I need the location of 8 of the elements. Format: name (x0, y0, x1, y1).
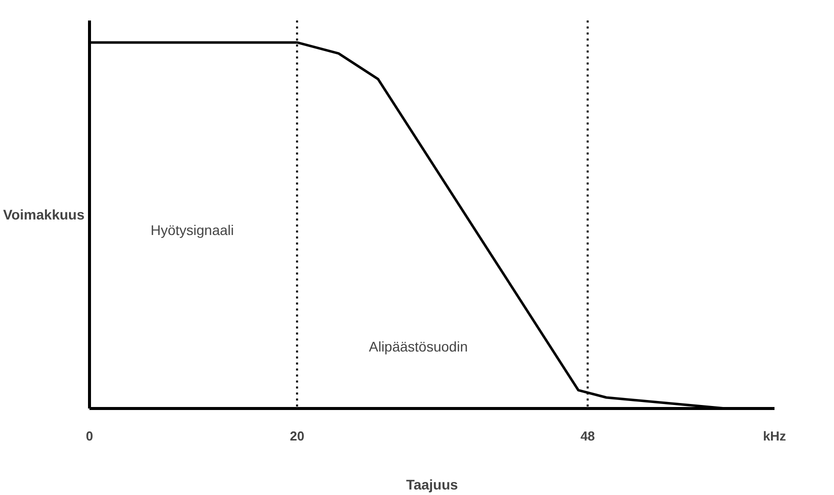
x-axis-title: Taajuus (406, 476, 458, 492)
annotation: Hyötysignaali (150, 222, 234, 238)
x-tick-label: 0 (86, 428, 94, 444)
x-tick-label: 48 (580, 428, 595, 444)
x-tick-label: 20 (290, 428, 304, 444)
text: kHz (762, 428, 787, 444)
annotation: Alipäästösuodin (368, 338, 468, 354)
y-axis-title: Voimakkuus (3, 206, 85, 222)
